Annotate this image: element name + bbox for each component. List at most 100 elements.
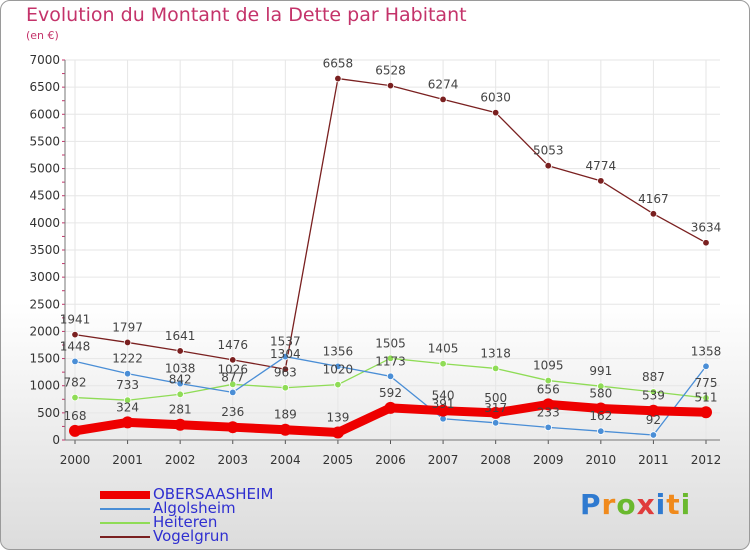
data-label: 1641 (165, 329, 196, 343)
y-tick-label: 500 (37, 406, 60, 420)
data-label: 1095 (533, 359, 564, 373)
data-point (649, 210, 658, 218)
x-tick-label: 2001 (112, 453, 143, 467)
y-tick-label: 5000 (29, 162, 60, 176)
data-label: 1318 (480, 346, 511, 360)
data-point (386, 354, 395, 362)
data-label: 592 (379, 386, 402, 400)
data-label: 92 (646, 413, 661, 427)
data-point (123, 396, 132, 404)
data-label: 1222 (112, 352, 143, 366)
data-points (69, 74, 712, 439)
data-point (281, 365, 290, 373)
logo-letter: r (601, 488, 617, 521)
data-point (384, 401, 397, 414)
y-tick-label: 6500 (29, 80, 60, 94)
data-point (334, 362, 342, 371)
x-tick-label: 2007 (428, 453, 459, 467)
grid-lines (65, 59, 720, 440)
data-point (437, 404, 450, 417)
axes: 0 500 1000 1500 2000 2500 3000 3500 4000 4500 5000… (29, 53, 721, 467)
data-point (281, 384, 290, 392)
data-point (69, 424, 81, 437)
y-tick-label: 1500 (29, 352, 60, 366)
data-label: 1537 (270, 335, 301, 349)
data-label: 963 (274, 366, 297, 380)
data-point (176, 390, 184, 398)
y-tick-label: 0 (52, 433, 60, 447)
y-tick-label: 4500 (29, 189, 60, 203)
x-tick-label: 2005 (323, 453, 354, 467)
data-label: 168 (64, 409, 87, 423)
data-point (544, 161, 552, 170)
data-label: 539 (642, 389, 665, 403)
logo-letter: x (636, 488, 656, 521)
data-label: 1358 (691, 344, 722, 358)
data-label: 877 (221, 370, 244, 384)
data-point (542, 398, 555, 411)
data-label: 236 (221, 405, 244, 419)
y-tick-label: 5500 (29, 134, 60, 148)
legend-swatch (100, 536, 150, 538)
data-point (544, 376, 552, 385)
data-label: 139 (326, 410, 349, 424)
data-label: 842 (169, 372, 192, 386)
data-label: 1476 (217, 338, 248, 352)
data-label: 733 (116, 378, 139, 392)
data-label: 1026 (217, 362, 248, 376)
data-point (439, 95, 447, 104)
data-point (174, 418, 187, 431)
data-point (334, 380, 342, 389)
data-label: 656 (537, 382, 560, 396)
data-point (649, 431, 658, 439)
x-tick-label: 2004 (270, 453, 301, 467)
data-point (176, 347, 184, 355)
data-label: 281 (169, 403, 192, 417)
data-labels: 168 324 281 236 189 139 592 540 500 656 580 539 511 1… (60, 57, 722, 427)
data-label: 1304 (270, 347, 301, 361)
data-label: 6658 (323, 57, 354, 71)
data-point (71, 393, 79, 402)
legend-swatch (100, 522, 150, 524)
data-point (279, 423, 292, 436)
x-tick-label: 2008 (480, 453, 511, 467)
y-tick-label: 4000 (29, 216, 60, 230)
data-point (71, 357, 79, 366)
legend-swatch (100, 508, 150, 510)
data-label: 162 (589, 409, 612, 423)
logo-letter: o (616, 488, 637, 521)
data-label: 991 (589, 364, 612, 378)
data-point (439, 360, 447, 368)
proxiti-logo: Proxiti (580, 488, 691, 521)
y-tick-label: 7000 (29, 53, 60, 67)
data-label: 233 (537, 405, 560, 419)
data-point (702, 239, 710, 247)
chart-title: Evolution du Montant de la Dette par Hab… (26, 4, 467, 26)
data-point (647, 404, 660, 417)
data-label: 4167 (638, 192, 669, 206)
data-label: 6274 (428, 77, 459, 91)
data-label: 5053 (533, 144, 564, 158)
data-label: 1505 (375, 336, 406, 350)
data-label: 1038 (165, 362, 196, 376)
data-label: 317 (484, 401, 507, 415)
x-tick-label: 2006 (375, 453, 406, 467)
x-tick-label: 2002 (165, 453, 196, 467)
data-point (331, 426, 344, 439)
data-point (649, 388, 658, 396)
data-label: 189 (274, 408, 297, 422)
data-label: 775 (695, 376, 718, 390)
data-label: 1405 (428, 342, 459, 356)
data-point (597, 382, 605, 390)
x-tick-label: 2003 (217, 453, 248, 467)
data-point (226, 421, 239, 434)
x-tick-label: 2011 (638, 453, 669, 467)
data-point (491, 364, 500, 373)
data-point (597, 427, 605, 435)
data-label: 4774 (586, 159, 617, 173)
data-label: 1356 (323, 344, 354, 358)
data-point (702, 362, 710, 370)
data-label: 6030 (480, 91, 511, 105)
